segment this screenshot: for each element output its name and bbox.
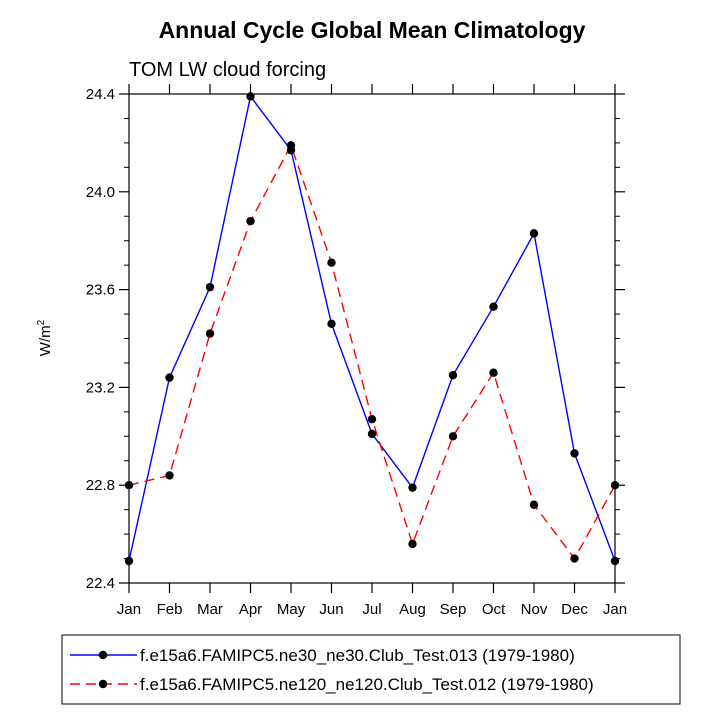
y-axis-label-base: W/m [37,325,54,356]
legend: f.e15a6.FAMIPC5.ne30_ne30.Club_Test.013 … [61,634,681,705]
data-point-series-1 [408,483,417,492]
data-point-series-2 [489,368,498,377]
data-point-series-2 [124,481,134,490]
chart-title: Annual Cycle Global Mean Climatology [159,17,586,43]
data-point-series-2 [327,258,336,267]
legend-label-2: f.e15a6.FAMIPC5.ne120_ne120.Club_Test.01… [140,675,594,694]
data-point-series-1 [610,556,620,566]
axis-ticks [119,84,625,593]
data-point-series-2 [570,554,579,563]
data-point-series-2 [286,141,296,150]
y-tick-label: 24.4 [86,86,115,103]
x-tick-label: Jan [117,601,141,618]
y-tick-label: 22.4 [86,575,115,592]
y-axis-label-superscript: 2 [36,319,47,325]
data-point-series-2 [165,471,174,480]
legend-marker-1 [98,650,108,660]
series-line-1 [128,94,616,562]
data-point-series-1 [448,370,458,380]
legend-marker-2 [98,679,108,689]
chart-subtitle: TOM LW cloud forcing [129,59,326,81]
y-axis-label: W/m2 [36,319,54,356]
x-tick-label: Jan [603,601,627,618]
y-tick-labels: 22.4 22.8 23.2 23.6 24.0 24.4 [86,86,115,592]
x-tick-label: May [277,601,306,618]
x-tick-label: Aug [399,601,426,618]
data-point-series-1 [327,319,336,329]
data-point-series-2 [610,481,620,490]
x-tick-label: Dec [561,601,588,618]
legend-label-1: f.e15a6.FAMIPC5.ne30_ne30.Club_Test.013 … [140,646,575,665]
svg-text:W/m2: W/m2 [36,319,54,356]
data-point-series-1 [124,556,134,566]
data-point-series-1 [246,92,255,101]
data-point-series-2 [408,539,417,549]
data-point-series-1 [570,449,579,458]
data-point-series-2 [367,414,377,424]
data-point-series-1 [367,429,377,439]
data-point-series-1 [489,302,498,311]
x-tick-label: Jul [362,601,381,618]
data-point-series-1 [529,229,539,238]
y-tick-label: 23.2 [86,379,115,396]
data-point-series-2 [205,329,215,338]
x-tick-label: Nov [521,601,548,618]
x-tick-label: Sep [440,601,467,618]
plot-frame [128,93,616,584]
data-point-series-1 [205,282,215,292]
data-point-series-2 [529,500,539,509]
legend-box [61,634,681,705]
series-line-2 [128,143,616,560]
data-point-series-2 [448,432,458,441]
series-lines [128,94,616,562]
series-points [124,92,620,566]
y-tick-label: 23.6 [86,282,115,299]
x-tick-label: Oct [482,601,506,618]
data-point-series-1 [165,373,174,382]
x-tick-label: Mar [197,601,223,618]
data-point-series-2 [246,216,255,226]
y-tick-label: 22.8 [86,477,115,494]
x-tick-label: Feb [157,601,183,618]
x-tick-label: Apr [239,601,262,618]
x-tick-label: Jun [319,601,343,618]
y-tick-label: 24.0 [86,184,115,201]
x-tick-labels: Jan Feb Mar Apr May Jun Jul Aug Sep Oct Nov Dec Jan [117,601,627,618]
